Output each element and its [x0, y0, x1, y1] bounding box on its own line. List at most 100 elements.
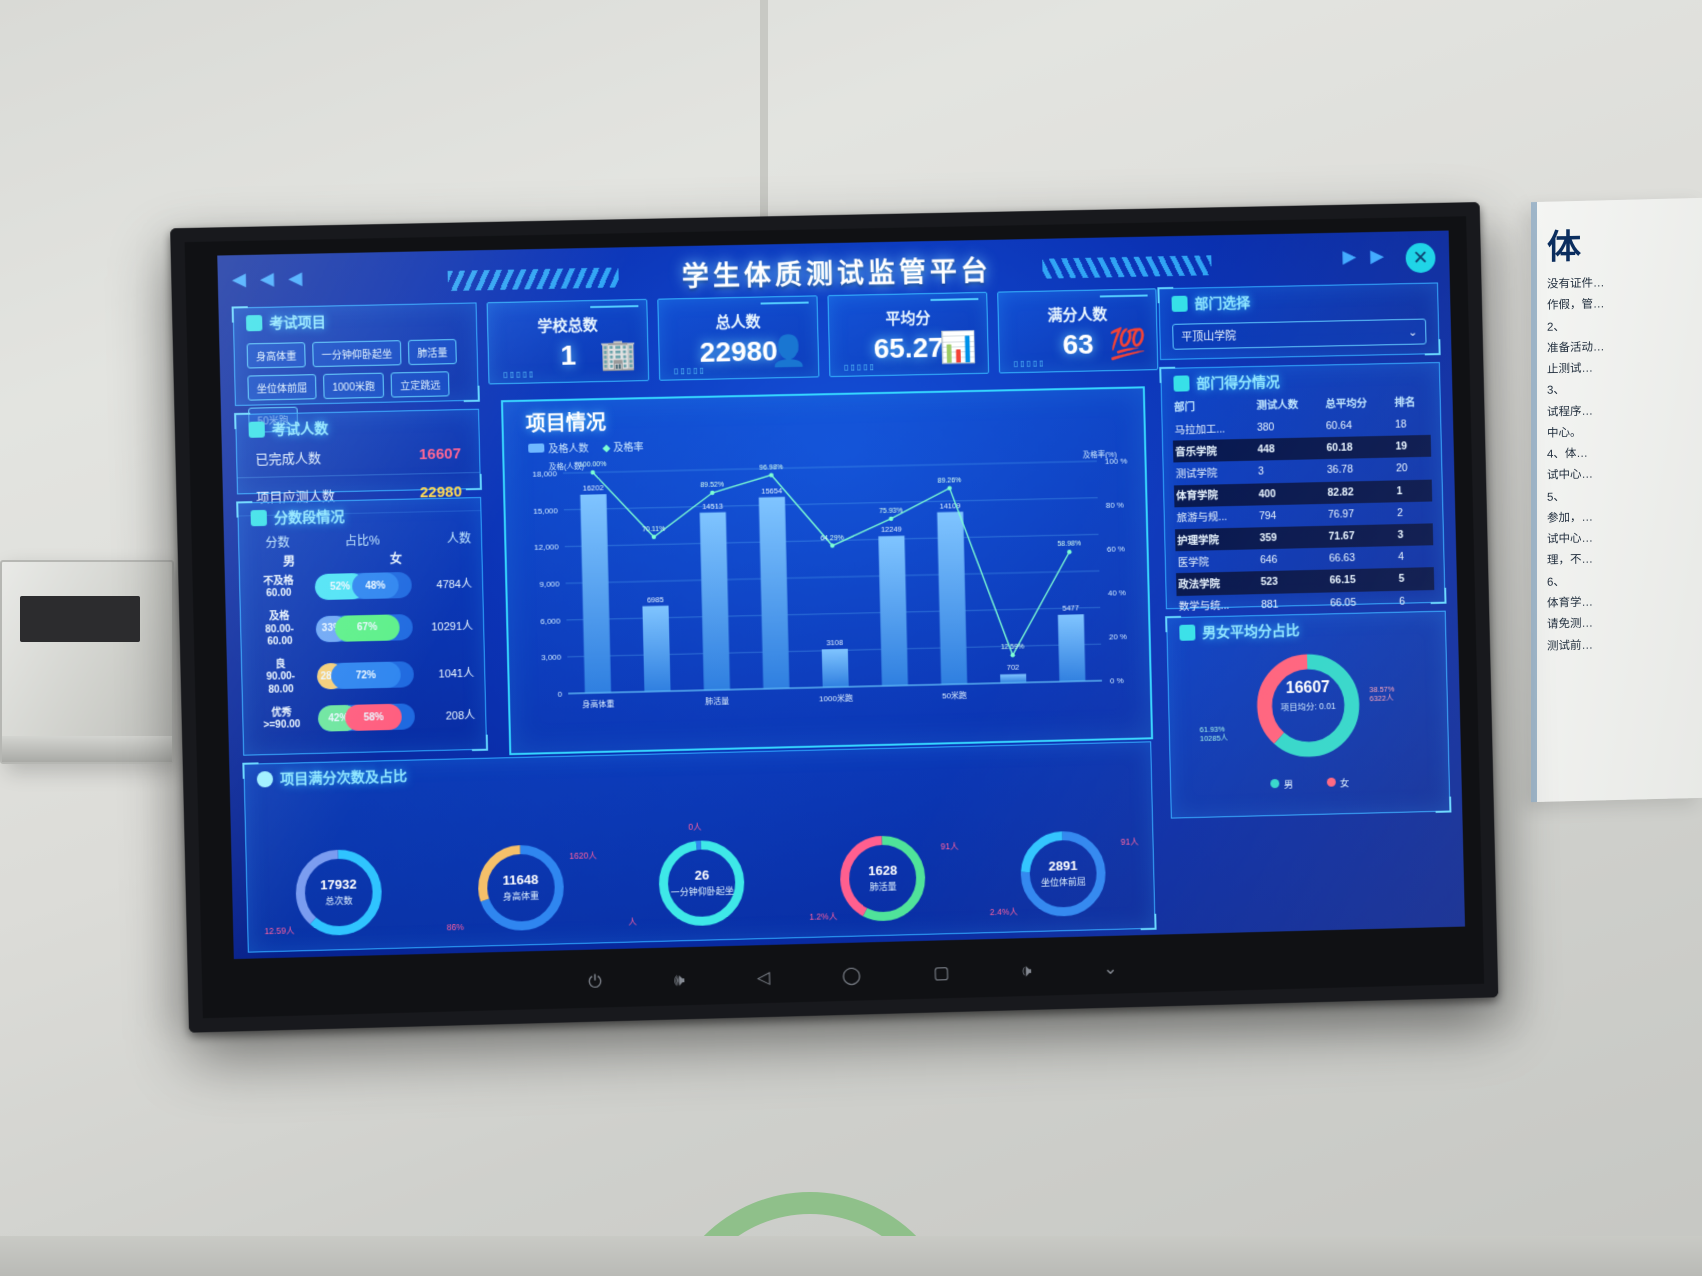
dept-cell: 体育学院	[1176, 489, 1219, 503]
kpi-label: 学校总数	[537, 316, 598, 336]
dept-cell: 66.63	[1328, 552, 1356, 565]
svg-text:0: 0	[558, 690, 563, 699]
female-legend-label: 女	[1339, 778, 1350, 790]
svg-text:100 %: 100 %	[1105, 457, 1128, 466]
chevron-down-icon: ⌄	[1408, 326, 1418, 339]
score-bands-rows: 不及格 60.00 52% 48% 4784人 及格 80.00- 60.00 33% 67% 10…	[240, 565, 486, 738]
donut-name: 身高体重	[502, 890, 540, 902]
dept-cell: 19	[1395, 440, 1408, 453]
dept-select-panel: 部门选择 平顶山学院 ⌄	[1158, 282, 1440, 361]
dept-cell: 380	[1256, 421, 1275, 434]
donut-left-label: 人	[628, 915, 637, 927]
donut-value: 11648	[502, 871, 539, 888]
hundred-score-icon: 💯	[1109, 327, 1148, 362]
chart-square-icon	[250, 509, 268, 527]
square-icon[interactable]: ▢	[932, 963, 950, 983]
score-band-female-seg: 72%	[330, 661, 402, 690]
exam-item-chip-3[interactable]: 坐位体前屈	[247, 374, 317, 401]
score-band-name: 优秀 >=90.00	[253, 706, 310, 732]
male-swatch	[1270, 778, 1280, 789]
dept-cell: 医学院	[1177, 556, 1210, 569]
kpi-notch	[930, 298, 979, 306]
donut-left-label: 2.4%人	[989, 905, 1018, 917]
dept-table-body: 马拉加工... 380 60.64 18 音乐学院 448 60.18 19 测试学院 3 36.7…	[1172, 413, 1435, 618]
svg-text:20 %: 20 %	[1109, 632, 1127, 641]
exam-item-chip-4[interactable]: 1000米跑	[323, 372, 385, 400]
wall-mounted-tv: ◀ ◀ ◀ ▶ ▶ 学生体质测试监管平台 ✕ 考试项目	[170, 202, 1499, 1033]
svg-text:12,000: 12,000	[534, 543, 559, 553]
donut-name: 肺活量	[869, 881, 897, 893]
dept-cell: 523	[1260, 576, 1279, 589]
dept-select-dropdown[interactable]: 平顶山学院 ⌄	[1172, 318, 1427, 350]
donut-left-label: 86%	[446, 921, 464, 932]
donut-value: 26	[694, 867, 710, 883]
legend-female: 女	[1326, 775, 1350, 790]
dept-table-title-text: 部门得分情况	[1196, 373, 1280, 392]
dept-col-0: 部门	[1173, 401, 1196, 414]
kpi-label: 总人数	[715, 313, 761, 332]
col-score: 分数	[265, 535, 290, 551]
svg-text:75.93%: 75.93%	[879, 507, 903, 515]
dept-cell: 20	[1395, 462, 1408, 475]
exam-count-row-0: 已完成人数 16607	[236, 434, 480, 479]
kpi-card-0: 学校总数 1 ▯▯▯▯▯ 🏢	[486, 298, 650, 385]
power-icon[interactable]: ⏻	[588, 972, 603, 992]
volume-up-icon[interactable]: 🕩	[1020, 960, 1032, 981]
kpi-label: 平均分	[885, 310, 931, 328]
gender-ratio-panel: 男女平均分占比 38.57% 6322人 61.93% 10285人 16607 项目…	[1166, 610, 1451, 819]
svg-text:89.26%: 89.26%	[937, 477, 961, 485]
home-icon[interactable]: ◯	[841, 965, 862, 986]
svg-text:12249: 12249	[881, 525, 902, 534]
svg-text:61.93%: 61.93%	[1199, 725, 1225, 735]
donut-right-label: 91人	[1120, 835, 1139, 847]
chevrons-down-icon[interactable]: ⌄	[1102, 958, 1118, 979]
dept-cell: 794	[1258, 509, 1277, 523]
people-icon	[248, 421, 265, 438]
svg-text:3108: 3108	[826, 638, 843, 647]
svg-text:3,000: 3,000	[541, 653, 562, 662]
dept-select-value: 平顶山学院	[1181, 330, 1237, 344]
dept-table: 部门 测试人数 总平均分 排名 马拉加工... 380 60.64 18 音乐学院 448 60.…	[1172, 390, 1435, 618]
legend-bar-item: 及格人数	[528, 439, 589, 455]
exam-item-chip-0[interactable]: 身高体重	[246, 342, 306, 369]
svg-text:40 %: 40 %	[1108, 588, 1126, 597]
exam-count-label: 已完成人数	[255, 450, 322, 467]
wall-sign-lines: 没有证件… 作假，管… 2、 准备活动… 止测试… 3、 试程序… 中心。 4、体… 试中心… 5、…	[1537, 271, 1702, 658]
dept-cell: 36.78	[1326, 463, 1354, 477]
svg-text:58.98%: 58.98%	[1057, 541, 1081, 549]
exam-item-chip-2[interactable]: 肺活量	[407, 338, 457, 366]
legend-line-label: 及格率	[613, 442, 644, 454]
svg-text:5477: 5477	[1062, 603, 1079, 612]
exam-item-chip-1[interactable]: 一分钟仰卧起坐	[312, 340, 402, 368]
legend-bar-label: 及格人数	[548, 443, 589, 456]
project-chart-panel: 项目情况 及格人数 ◆ 及格率 0 3,000 6,000 9,000 12,000 15,…	[500, 386, 1154, 756]
kpi-notch	[590, 305, 639, 313]
exam-item-chip-5[interactable]: 立定跳远	[390, 371, 450, 398]
dept-cell: 66.15	[1329, 574, 1356, 587]
svg-text:702: 702	[1007, 663, 1020, 672]
donut-center: 11648 身高体重	[467, 833, 575, 941]
donut-top-label: 0人	[688, 821, 702, 832]
fullscore-panel: 项目满分次数及占比 17932 总次数 12.59人 11648 身高体重 1620人 86…	[243, 741, 1156, 953]
gender-donut-svg: 38.57%6322人 61.93%10285人	[1199, 637, 1395, 778]
svg-text:18,000: 18,000	[532, 469, 557, 479]
dept-cell: 1	[1396, 484, 1403, 497]
score-band-name: 良 90.00- 80.00	[252, 658, 309, 697]
male-col-label: 男	[282, 554, 296, 569]
score-band-range: 80.00	[268, 683, 294, 696]
dept-cell: 3	[1397, 529, 1404, 542]
back-icon[interactable]: ◁	[756, 967, 771, 988]
dept-cell: 66.05	[1329, 596, 1357, 609]
donut-name: 总次数	[325, 895, 353, 907]
dept-cell: 60.64	[1325, 419, 1353, 433]
dept-cell: 数学与统...	[1178, 599, 1230, 614]
tv-screen[interactable]: ◀ ◀ ◀ ▶ ▶ 学生体质测试监管平台 ✕ 考试项目	[217, 230, 1466, 960]
score-band-female-seg: 67%	[334, 614, 400, 642]
volume-down-icon[interactable]: 🕪	[673, 970, 686, 990]
donut-center: 1628 肺活量	[829, 824, 936, 932]
svg-text:6,000: 6,000	[540, 616, 561, 625]
score-band-bar: 42% 58%	[317, 703, 416, 732]
wall-sign-line: 测试前…	[1547, 639, 1593, 653]
kpi-notch	[1099, 294, 1148, 302]
